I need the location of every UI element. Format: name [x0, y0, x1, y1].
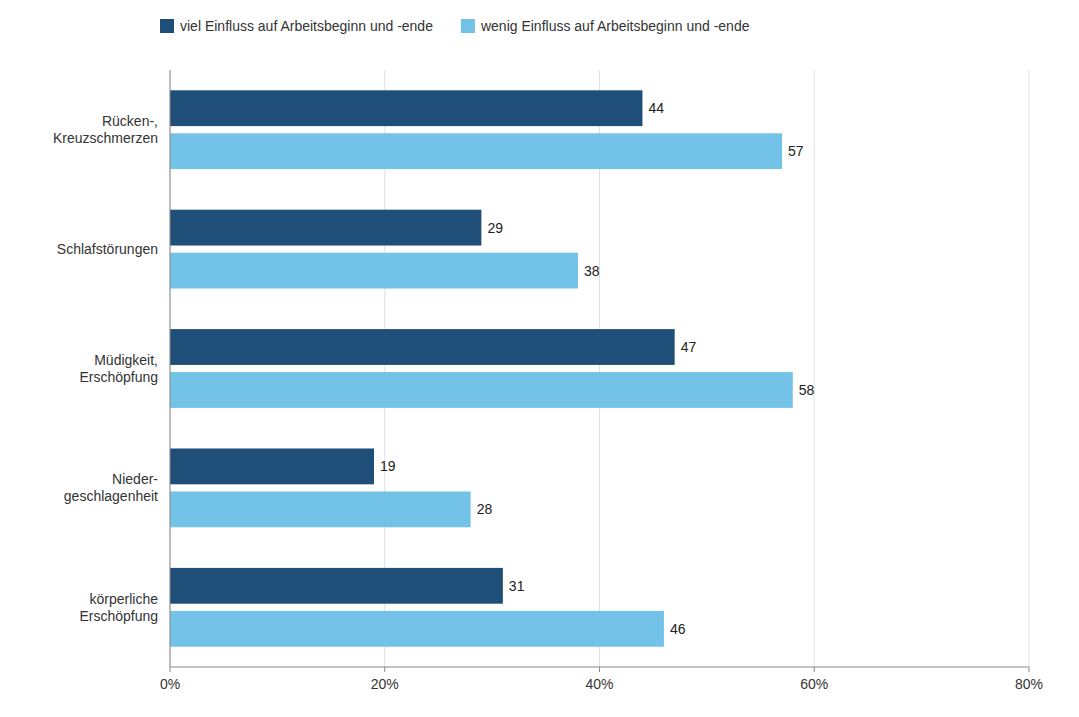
bar	[170, 210, 481, 246]
legend-label: viel Einfluss auf Arbeitsbeginn und -end…	[180, 18, 433, 34]
bar	[170, 372, 793, 408]
category-label-line: Rücken-,	[102, 113, 158, 129]
category-label-line: Nieder-	[112, 471, 158, 487]
data-label: 28	[477, 501, 493, 517]
category-label-line: Müdigkeit,	[94, 352, 158, 368]
tick-label: 0%	[160, 676, 180, 692]
category-label: Nieder-geschlagenheit	[64, 471, 159, 504]
data-label: 19	[380, 458, 396, 474]
legend-swatch	[160, 19, 174, 33]
category-label: Schlafstörungen	[57, 241, 158, 257]
legend-swatch	[461, 19, 475, 33]
grid-line	[1029, 70, 1030, 667]
data-label: 31	[509, 578, 525, 594]
tick-mark	[384, 667, 385, 672]
data-label: 46	[670, 621, 686, 637]
tick-label: 80%	[1015, 676, 1043, 692]
bar	[170, 611, 664, 647]
data-label: 44	[648, 100, 664, 116]
category-label-line: Erschöpfung	[79, 608, 158, 624]
legend: viel Einfluss auf Arbeitsbeginn und -end…	[160, 18, 750, 34]
data-label: 57	[788, 143, 804, 159]
chart: 44 57 29 38 47 58 19 28 31 46 Rücken-,Kreuzschmerz…	[0, 0, 1079, 717]
data-label: 29	[487, 220, 503, 236]
category-label-line: geschlagenheit	[64, 488, 158, 504]
tick-label: 20%	[371, 676, 399, 692]
bar	[170, 568, 503, 604]
legend-label: wenig Einfluss auf Arbeitsbeginn und -en…	[480, 18, 750, 34]
category-label: Rücken-,Kreuzschmerzen	[53, 113, 158, 146]
tick-label: 40%	[585, 676, 613, 692]
category-label-line: körperliche	[90, 591, 159, 607]
category-label: Müdigkeit,Erschöpfung	[79, 352, 158, 385]
data-labels: 44 57 29 38 47 58 19 28 31 46	[380, 100, 815, 637]
grid	[170, 70, 1029, 667]
bar	[170, 329, 675, 365]
category-label-line: Erschöpfung	[79, 369, 158, 385]
tick-mark	[1029, 667, 1030, 672]
bar	[170, 448, 374, 484]
bar	[170, 253, 578, 289]
category-label: körperlicheErschöpfung	[79, 591, 158, 624]
grid-line	[170, 70, 171, 667]
bar	[170, 133, 782, 169]
tick-mark	[814, 667, 815, 672]
category-label-line: Kreuzschmerzen	[53, 130, 158, 146]
tick-mark	[599, 667, 600, 672]
x-ticks: 0% 20% 40% 60% 80%	[160, 667, 1043, 692]
grid-line	[814, 70, 815, 667]
bars	[170, 90, 793, 646]
y-axis	[170, 70, 171, 667]
bar	[170, 90, 642, 126]
data-label: 47	[681, 339, 697, 355]
bar	[170, 491, 471, 527]
category-label-line: Schlafstörungen	[57, 241, 158, 257]
data-label: 38	[584, 263, 600, 279]
tick-label: 60%	[800, 676, 828, 692]
data-label: 58	[799, 382, 815, 398]
tick-mark	[170, 667, 171, 672]
